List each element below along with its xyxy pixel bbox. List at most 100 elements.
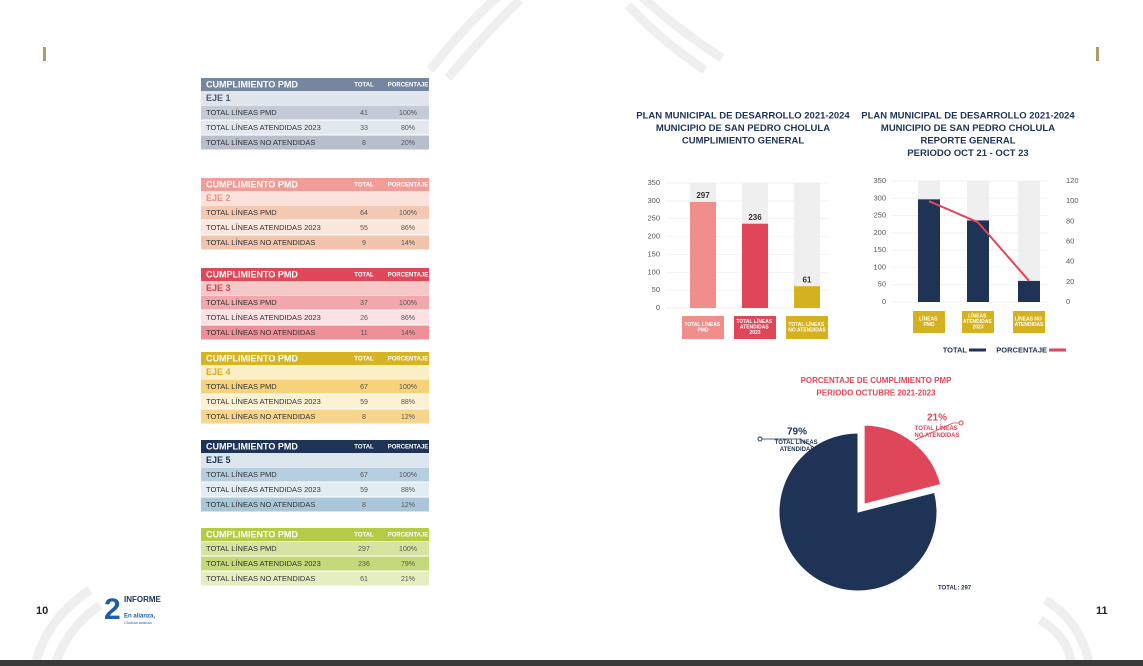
category-box [1013,311,1045,333]
category-box [682,316,724,339]
arc [1042,596,1095,666]
row-label: TOTAL LÍNEAS PMD [206,208,277,217]
bottom-bar [0,660,1143,666]
table-title: CUMPLIMIENTO PMD [206,269,298,279]
table-header [201,268,429,281]
row-label: TOTAL LÍNEAS ATENDIDAS 2023 [206,223,321,232]
y2-tick-label: 0 [1066,297,1070,306]
table-header [201,78,429,91]
chart-title: PERIODO OCT 21 - OCT 23 [907,148,1028,159]
bar [742,223,768,308]
y-tick-label: 250 [873,211,886,220]
bar [690,201,716,308]
row-label: TOTAL LÍNEAS ATENDIDAS 2023 [206,123,321,132]
y2-tick-label: 40 [1066,257,1074,266]
bar [967,220,989,302]
leader-line [760,438,836,461]
row-percent: 88% [401,487,415,494]
table-subtitle: EJE 4 [206,367,231,377]
value-label: 236 [748,213,762,222]
row-total: 41 [360,110,368,117]
table-title: CUMPLIMIENTO PMD [206,353,298,363]
gold-tick [1096,47,1099,61]
subtitle-row [201,91,429,105]
column-header: PORCENTAJE [388,183,429,189]
row-total: 26 [360,315,368,322]
row-percent: 100% [399,384,417,391]
row-total: 11 [360,330,367,337]
column-header: PORCENTAJE [388,273,429,279]
arc [50,601,103,666]
row-percent: 20% [401,140,415,147]
chart-title: PORCENTAJE DE CUMPLIMIENTO PMP [801,376,952,385]
row-percent: 21% [401,576,415,583]
row-total: 297 [358,546,370,553]
row-percent: 12% [401,414,415,421]
row-total: 59 [360,487,368,494]
column-header: TOTAL [354,445,374,451]
arc [1037,616,1077,666]
column-header: TOTAL [354,183,374,189]
category-box [913,311,945,333]
row-label: TOTAL LÍNEAS NO ATENDIDAS [206,328,315,337]
row-total: 8 [362,414,366,421]
row-total: 9 [362,240,366,247]
row-percent: 100% [399,472,417,479]
logo: 2 INFORME En alianza, Cholula avanza [104,593,162,626]
table-row [201,409,429,424]
row-label: TOTAL LÍNEAS NO ATENDIDAS [206,574,315,583]
table-title: CUMPLIMIENTO PMD [206,441,298,451]
row-percent: 14% [401,240,415,247]
category-box [786,316,828,339]
table-header [201,178,429,191]
y2-tick-label: 120 [1066,176,1079,185]
chart-title: MUNICIPIO DE SAN PEDRO CHOLULA [881,123,1055,134]
table-row [201,467,429,482]
table-row [201,571,429,586]
row-total: 59 [360,399,368,406]
legend-label: TOTAL [943,345,968,354]
y2-tick-label: 60 [1066,236,1074,245]
row-percent: 100% [399,210,417,217]
table-row [201,497,429,512]
row-total: 236 [358,561,370,568]
column-header: TOTAL [354,533,374,539]
arc [426,0,502,73]
chart-title: PLAN MUNICIPAL DE DESARROLLO 2021-2024 [861,111,1075,122]
pie-annotation: TOTAL: 297 [938,586,972,592]
table-row [201,235,429,250]
subtitle-row [201,281,429,295]
x-tick-label: TOTAL LÍNEAS ATENDIDAS 2023 [736,317,773,336]
row-percent: 100% [399,110,417,117]
category-box [734,316,776,339]
table-row [201,379,429,394]
column-header: TOTAL [354,357,374,363]
y-tick-label: 350 [873,176,886,185]
row-total: 64 [360,210,368,217]
gold-tick [43,47,46,61]
leader-line [914,422,961,441]
subtitle-row [201,453,429,467]
table-subtitle: EJE 1 [206,93,231,103]
page-number: 11 [1096,605,1108,617]
value-label: 21% [927,413,947,424]
x-tick-label: LÍNEAS ATENDIDAS 2023 [963,312,993,331]
row-label: TOTAL LÍNEAS NO ATENDIDAS [206,238,315,247]
arc [638,0,725,62]
row-label: TOTAL LÍNEAS NO ATENDIDAS [206,500,315,509]
row-label: TOTAL LÍNEAS PMD [206,298,277,307]
chart-title: PLAN MUNICIPAL DE DESARROLLO 2021-2024 [636,111,850,122]
row-total: 37 [360,300,368,307]
row-percent: 100% [399,546,417,553]
row-label: TOTAL LÍNEAS PMD [206,470,277,479]
table-title: CUMPLIMIENTO PMD [206,529,298,539]
leader-dot [958,420,964,426]
table-subtitle: EJE 3 [206,283,231,293]
row-label: TOTAL LÍNEAS ATENDIDAS 2023 [206,397,321,406]
page-number: 10 [36,605,48,617]
table-header [201,440,429,453]
value-label: 61 [803,275,812,284]
y-tick-label: 150 [647,249,660,258]
chart-title: PERIODO OCTUBRE 2021-2023 [816,389,936,398]
row-percent: 79% [401,561,415,568]
